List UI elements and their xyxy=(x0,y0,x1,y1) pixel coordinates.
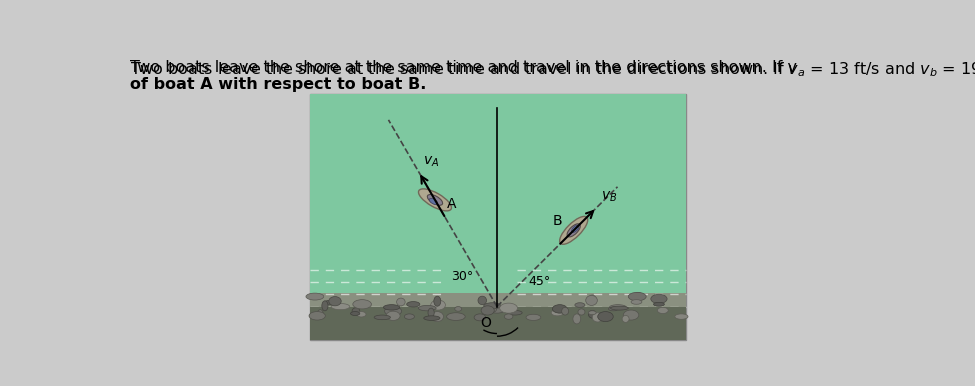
Ellipse shape xyxy=(383,305,400,310)
Ellipse shape xyxy=(631,300,642,304)
Ellipse shape xyxy=(434,296,441,306)
Ellipse shape xyxy=(424,316,440,320)
Ellipse shape xyxy=(405,314,414,319)
Ellipse shape xyxy=(324,300,335,305)
Text: 45°: 45° xyxy=(528,275,550,288)
Ellipse shape xyxy=(478,296,487,305)
Ellipse shape xyxy=(589,310,596,318)
Ellipse shape xyxy=(429,198,438,205)
Ellipse shape xyxy=(306,293,324,300)
Ellipse shape xyxy=(431,300,446,310)
Text: Two boats leave the shore at the same time and travel in the directions shown. I: Two boats leave the shore at the same ti… xyxy=(130,60,975,79)
Ellipse shape xyxy=(384,306,402,316)
Ellipse shape xyxy=(484,303,501,309)
Ellipse shape xyxy=(562,307,568,315)
Ellipse shape xyxy=(352,308,360,315)
Text: A: A xyxy=(447,197,456,211)
Ellipse shape xyxy=(309,312,326,320)
Ellipse shape xyxy=(609,305,626,310)
Ellipse shape xyxy=(454,306,462,311)
Ellipse shape xyxy=(571,225,579,232)
Ellipse shape xyxy=(553,305,567,313)
Ellipse shape xyxy=(551,310,564,316)
Text: Two boats leave the shore at the same time and travel in the directions shown. I: Two boats leave the shore at the same ti… xyxy=(130,60,797,75)
Ellipse shape xyxy=(397,298,406,306)
Ellipse shape xyxy=(481,306,494,315)
Bar xyxy=(310,293,686,340)
Text: B: B xyxy=(553,214,562,228)
Ellipse shape xyxy=(610,306,628,310)
Ellipse shape xyxy=(628,292,646,301)
Bar xyxy=(310,94,686,340)
Ellipse shape xyxy=(332,303,350,310)
Ellipse shape xyxy=(357,312,366,317)
Ellipse shape xyxy=(374,315,390,320)
Bar xyxy=(310,306,686,340)
Ellipse shape xyxy=(589,311,596,315)
Ellipse shape xyxy=(353,300,371,309)
Ellipse shape xyxy=(651,294,667,303)
Ellipse shape xyxy=(427,195,443,205)
Ellipse shape xyxy=(407,301,420,307)
Text: 30°: 30° xyxy=(451,271,474,283)
Ellipse shape xyxy=(589,295,596,303)
Ellipse shape xyxy=(526,314,541,320)
Ellipse shape xyxy=(598,312,613,322)
Ellipse shape xyxy=(573,314,581,324)
Ellipse shape xyxy=(622,315,629,322)
Ellipse shape xyxy=(322,301,328,311)
Ellipse shape xyxy=(592,313,604,322)
Ellipse shape xyxy=(608,307,618,311)
Ellipse shape xyxy=(507,310,523,315)
Text: $v_A$: $v_A$ xyxy=(422,154,439,169)
Text: of boat A with respect to boat B.: of boat A with respect to boat B. xyxy=(130,77,426,92)
Text: $v_B$: $v_B$ xyxy=(601,190,617,205)
Ellipse shape xyxy=(586,295,598,305)
Ellipse shape xyxy=(350,312,360,315)
Text: O: O xyxy=(480,316,490,330)
Ellipse shape xyxy=(575,303,585,307)
Ellipse shape xyxy=(488,306,505,313)
Ellipse shape xyxy=(386,311,400,320)
Ellipse shape xyxy=(567,224,580,237)
Ellipse shape xyxy=(418,189,451,211)
Ellipse shape xyxy=(317,310,324,319)
Ellipse shape xyxy=(560,217,588,244)
Ellipse shape xyxy=(504,314,513,319)
Ellipse shape xyxy=(447,313,465,320)
Ellipse shape xyxy=(329,296,341,306)
Ellipse shape xyxy=(418,305,436,311)
Ellipse shape xyxy=(623,310,639,320)
Ellipse shape xyxy=(578,309,585,315)
Ellipse shape xyxy=(634,292,643,301)
Ellipse shape xyxy=(488,305,496,312)
Ellipse shape xyxy=(431,312,444,322)
Ellipse shape xyxy=(499,303,518,313)
Ellipse shape xyxy=(653,302,664,306)
Ellipse shape xyxy=(474,314,486,321)
Ellipse shape xyxy=(657,307,668,313)
Ellipse shape xyxy=(428,308,434,317)
Bar xyxy=(310,94,686,293)
Ellipse shape xyxy=(675,314,688,319)
